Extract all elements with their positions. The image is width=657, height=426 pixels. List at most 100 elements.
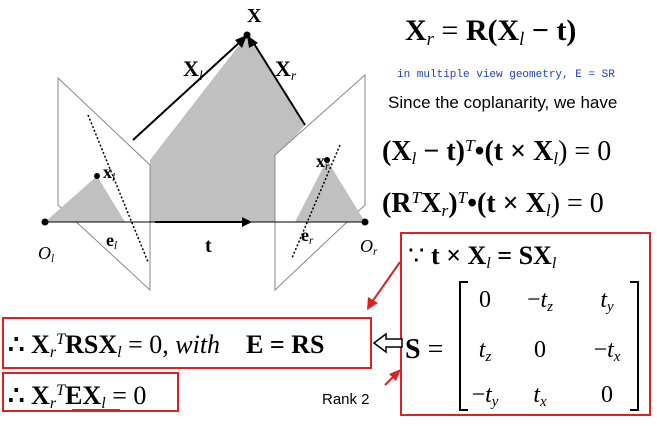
figure-label: xr xyxy=(316,151,330,173)
matrix-entry: −tz xyxy=(527,287,553,315)
text-part: X xyxy=(183,56,199,81)
matrix-entry: −tx xyxy=(594,337,621,365)
text-part: l xyxy=(546,201,551,220)
text-part: l xyxy=(101,395,106,412)
text-part: 0 xyxy=(479,287,491,313)
text-part: T xyxy=(465,136,476,155)
text-part: y xyxy=(490,394,499,410)
matrix-entry: 0 xyxy=(534,337,546,363)
text-part: EX xyxy=(65,381,101,410)
figure-label: Xr xyxy=(275,56,297,83)
text-part: ) xyxy=(448,188,457,219)
text-part: ∴ X xyxy=(8,330,50,359)
text-part: T xyxy=(458,188,469,207)
text-part: = 0, xyxy=(122,330,176,359)
text-part: O xyxy=(38,243,51,263)
text-part: r xyxy=(427,29,435,50)
figure-label: el xyxy=(106,230,117,252)
arrow-head xyxy=(367,297,378,310)
text-part: 0 xyxy=(601,382,613,408)
hollow-arrow xyxy=(372,332,403,354)
text-part: Since the coplanarity, we have xyxy=(388,93,617,112)
text-part: t xyxy=(479,337,487,363)
figure-label: er xyxy=(301,225,314,247)
note: in multiple view geometry, E = SR xyxy=(397,69,615,81)
matrix-entry: 0 xyxy=(479,287,491,313)
left-triangle xyxy=(45,176,125,222)
text-part: r xyxy=(325,161,330,173)
text-part: − xyxy=(472,382,486,408)
figure-label: Ol xyxy=(38,243,54,265)
xl-arrow xyxy=(132,41,241,141)
text-part: z xyxy=(546,299,553,315)
text-part: X xyxy=(405,14,427,47)
text-part: z xyxy=(484,349,491,365)
arrow-head xyxy=(235,35,247,48)
matrix-entry: tx xyxy=(533,382,547,410)
text-part: x xyxy=(103,162,112,182)
math-text: (Xl − t)T•(t × Xl) = 0 xyxy=(382,136,611,169)
left-image-plane xyxy=(57,76,151,292)
math-text: S = xyxy=(405,334,443,365)
figure-label: Or xyxy=(360,236,378,258)
text-part: l xyxy=(117,344,122,361)
text-part: ) = 0 xyxy=(558,136,611,167)
right-triangle xyxy=(295,160,365,222)
math-text: Xr = R(Xl − t) xyxy=(405,14,576,50)
matrix-box xyxy=(400,232,651,416)
text-part: r xyxy=(441,201,448,220)
text-part: t xyxy=(485,382,493,408)
text-part: in multiple view geometry, E = SR xyxy=(397,69,615,81)
text-part: r xyxy=(373,246,378,258)
arrow-head xyxy=(389,369,401,381)
arrow-head xyxy=(247,35,258,48)
text-part: S xyxy=(405,334,421,365)
text-part: = xyxy=(421,334,444,365)
text-part: l xyxy=(553,149,558,168)
text-part: l xyxy=(51,253,54,265)
text-part: X xyxy=(421,188,441,219)
text-part: − xyxy=(594,337,608,363)
text-part: e xyxy=(301,225,309,245)
text-part: e xyxy=(106,230,114,250)
text-part: l xyxy=(199,68,203,83)
point-ol xyxy=(41,218,49,226)
text-part: r xyxy=(309,235,314,247)
text-part: •(t × X xyxy=(475,136,554,167)
math-text: (RTXr)T•(t × Xl) = 0 xyxy=(382,188,604,221)
math-text: ∵ t × Xl = SXl xyxy=(408,241,557,272)
figure-label: t xyxy=(205,235,212,257)
text-part: r xyxy=(50,344,57,361)
text-part: l xyxy=(112,172,115,184)
text-part: l xyxy=(552,255,557,272)
point-x xyxy=(243,31,251,39)
math-text: ∴ XrTEXl = 0 xyxy=(8,381,146,412)
text-part: t xyxy=(205,235,212,257)
text-part: r xyxy=(50,395,57,412)
text-part: y xyxy=(605,299,614,315)
text-part: = SX xyxy=(491,241,552,270)
text-part: x xyxy=(316,151,325,171)
figure-label: Xl xyxy=(183,56,203,83)
epipolar-plane xyxy=(150,35,305,222)
text-part: x xyxy=(539,394,547,410)
text-part: l xyxy=(486,255,491,272)
epipolar-line-left xyxy=(87,114,149,263)
matrix-entry: tz xyxy=(479,337,492,365)
matrix-brackets xyxy=(459,281,639,411)
caption: Since the coplanarity, we have xyxy=(388,93,617,112)
text-part: •(t × X xyxy=(467,188,546,219)
text-part: (R xyxy=(382,188,412,219)
text-part: E = RS xyxy=(220,330,324,359)
text-part: l xyxy=(519,29,524,50)
text-part: t xyxy=(600,287,608,313)
matrix-entry: 0 xyxy=(601,382,613,408)
point-xl xyxy=(94,173,100,179)
text-part: = xyxy=(434,14,466,47)
xr-arrow xyxy=(252,41,306,126)
red-arrow xyxy=(371,261,401,303)
text-part: T xyxy=(56,331,66,348)
text-part: T xyxy=(412,188,423,207)
point-or xyxy=(361,218,369,226)
